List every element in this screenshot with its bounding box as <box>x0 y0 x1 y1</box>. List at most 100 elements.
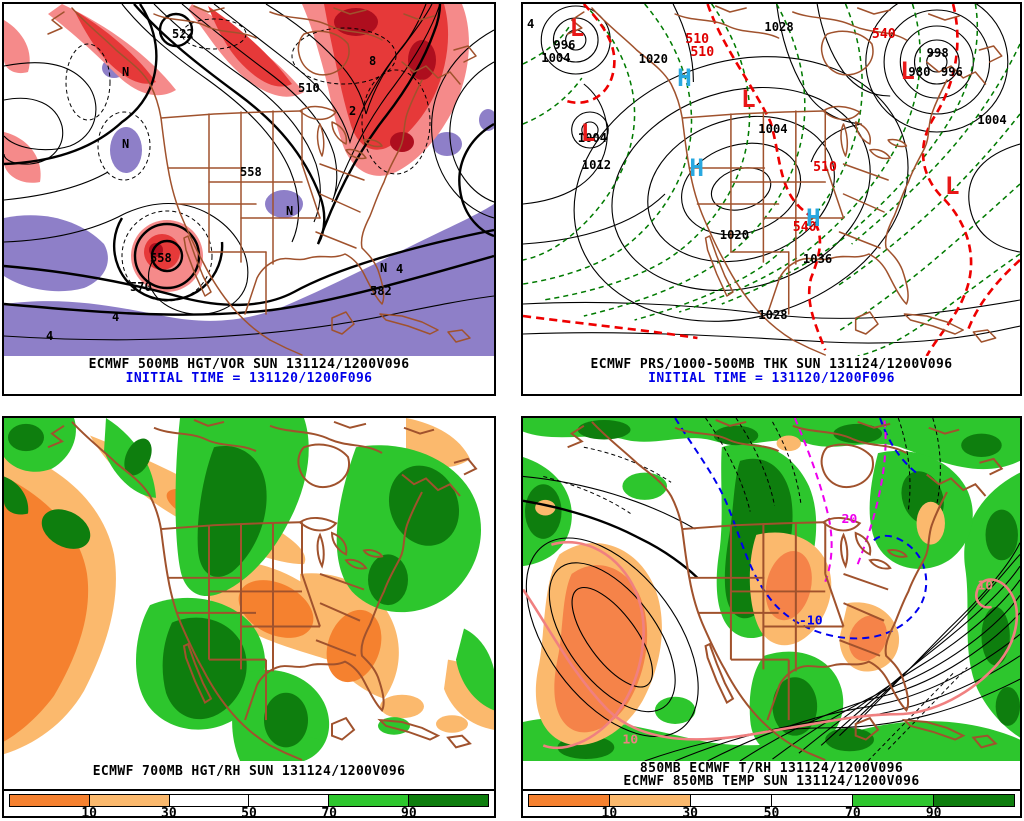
mslp-label: 996 <box>553 38 575 52</box>
map-850mb-temp-rh: 20 -10 10 10 <box>523 418 1020 761</box>
mslp-label: 4 <box>527 17 534 31</box>
high-center-symbol: H <box>806 204 821 232</box>
mslp-label: 998 <box>927 46 949 60</box>
panel-850mb-temp-rh: 20 -10 10 10 850MB ECMWF T/RH 131124/120… <box>521 416 1022 820</box>
panel4-caption-line1: 850MB ECMWF T/RH 131124/1200V096 <box>639 761 904 776</box>
temp-contour-thick <box>523 499 699 579</box>
map-labels: 522 510 558 570 558 582 N N N N 4 4 4 8 … <box>46 27 403 343</box>
map-700mb-rh <box>4 418 494 761</box>
mslp-label: 1004 <box>578 131 607 145</box>
isotherm-label-10: 10 <box>622 733 638 748</box>
vort-value-label: 4 <box>112 310 119 324</box>
mslp-label: 1028 <box>764 20 793 34</box>
colorbar-tick: 30 <box>161 806 177 821</box>
high-center-symbol: H <box>689 154 704 182</box>
height-label: 522 <box>172 27 194 41</box>
isotherm-minus10c-blue <box>674 418 928 640</box>
colorbar-tick: 90 <box>401 806 417 821</box>
colorbar-seg-green-bright <box>853 795 934 806</box>
panel1-caption: ECMWF 500MB HGT/VOR SUN 131124/1200V096 <box>88 357 410 372</box>
colorbar-seg-green-dark <box>409 795 488 806</box>
thickness-label: 510 <box>690 45 714 60</box>
thickness-label: 540 <box>872 27 896 42</box>
panel-700mb-hgt-rh: ECMWF 700MB HGT/RH SUN 131124/1200V096 1… <box>2 416 496 820</box>
temp-rh-colorbar-gradient <box>528 794 1015 807</box>
low-center-symbol: L <box>581 119 596 147</box>
low-center-symbol: L <box>945 172 960 200</box>
vort-value-label: 4 <box>46 329 53 343</box>
low-center-symbol: L <box>900 57 915 85</box>
height-label: 558 <box>240 165 262 179</box>
thickness-label: 540 <box>793 220 817 235</box>
warm-orange-shading <box>535 435 945 746</box>
mslp-label: 1020 <box>720 228 749 242</box>
colorbar-tick: 70 <box>845 806 861 821</box>
mslp-label: 1004 <box>541 51 570 65</box>
colorbar-tick: 50 <box>763 806 780 821</box>
isotherm-10c-pink-west <box>542 540 645 750</box>
panel4-caption-line2: ECMWF 850MB TEMP SUN 131124/1200V096 <box>623 774 920 789</box>
colorbar-seg-green-bright <box>329 795 410 806</box>
low-center-symbol: L <box>741 85 756 113</box>
colorbar-separator <box>4 789 494 791</box>
isotherm-blue-ne <box>879 418 920 476</box>
vort-center-label: N <box>122 65 129 79</box>
colorbar-tick: 90 <box>925 806 942 821</box>
thickness-contours-green <box>523 4 1020 356</box>
colorbar-separator <box>523 789 1020 791</box>
pressure-labels: 996 1004 1020 1028 1004 1012 1004 1020 1… <box>527 17 1007 322</box>
isotherm-label-minus10: -10 <box>799 614 823 629</box>
mslp-label: 980 <box>908 65 930 79</box>
isotherm-labels: 20 -10 10 10 <box>622 512 993 747</box>
colorbar-seg-orange-light <box>610 795 691 806</box>
vort-value-label: 4 <box>396 262 403 276</box>
rh-colorbar-gradient <box>9 794 489 807</box>
height-label: 570 <box>130 280 152 294</box>
map-mslp-thickness: 996 1004 1020 1028 1004 1012 1004 1020 1… <box>523 4 1020 356</box>
isotherm-label-20: 20 <box>841 512 857 527</box>
temp-rh-colorbar: 10 30 50 70 90 <box>528 794 1015 820</box>
low-center-symbol: L <box>570 14 585 42</box>
colorbar-seg-orange-dark <box>10 795 90 806</box>
colorbar-tick: 50 <box>241 806 257 821</box>
colorbar-tick: 10 <box>601 806 618 821</box>
mslp-label: 1028 <box>758 308 787 322</box>
temp-contours-dashed <box>543 418 968 761</box>
mslp-label: 1004 <box>758 122 787 136</box>
isotherm-10c-pink <box>523 578 1019 741</box>
rh-colorbar-ticks: 10 30 50 70 90 <box>9 807 489 820</box>
colorbar-seg-white-2 <box>772 795 853 806</box>
panel-500mb-hgt-vor: 522 510 558 570 558 582 N N N N 4 4 4 8 … <box>2 2 496 396</box>
critical-thickness-red <box>523 4 1020 356</box>
height-label: 582 <box>370 284 392 298</box>
vort-center-label: N <box>380 261 387 275</box>
height-label: 558 <box>150 251 172 265</box>
colorbar-seg-orange-light <box>89 795 170 806</box>
colorbar-seg-white-1 <box>169 795 250 806</box>
colorbar-seg-green-dark <box>934 795 1014 806</box>
map-500mb-hgt-vor: 522 510 558 570 558 582 N N N N 4 4 4 8 … <box>4 4 494 356</box>
vort-center-label: N <box>286 204 293 218</box>
vort-value-label: 2 <box>349 104 356 118</box>
isotherm-label-10: 10 <box>977 579 993 594</box>
colorbar-tick: 30 <box>682 806 698 821</box>
thickness-label: 510 <box>813 160 837 175</box>
thickness-label: 510 <box>685 32 709 47</box>
vorticity-contours-dashed <box>65 18 431 302</box>
temp-rh-colorbar-ticks: 10 30 50 70 90 <box>528 807 1015 820</box>
panel2-initial-time: INITIAL TIME = 131120/1200F096 <box>648 371 895 386</box>
colorbar-tick: 10 <box>81 806 97 821</box>
colorbar-seg-orange-dark <box>529 795 610 806</box>
panel3-caption: ECMWF 700MB HGT/RH SUN 131124/1200V096 <box>92 764 406 779</box>
pressure-centers: H H H L L L L L <box>570 14 960 232</box>
height-contours-thin <box>4 4 494 341</box>
mslp-label: 1020 <box>639 52 668 66</box>
panel-mslp-thickness: 996 1004 1020 1028 1004 1012 1004 1020 1… <box>521 2 1022 396</box>
panel1-initial-time: INITIAL TIME = 131120/1200F096 <box>125 371 373 386</box>
colorbar-seg-white-1 <box>691 795 772 806</box>
mslp-label: 1004 <box>977 113 1006 127</box>
vort-center-label: N <box>122 137 129 151</box>
high-center-symbol: H <box>677 64 692 92</box>
height-label: 510 <box>298 81 320 95</box>
colorbar-tick: 70 <box>321 806 337 821</box>
